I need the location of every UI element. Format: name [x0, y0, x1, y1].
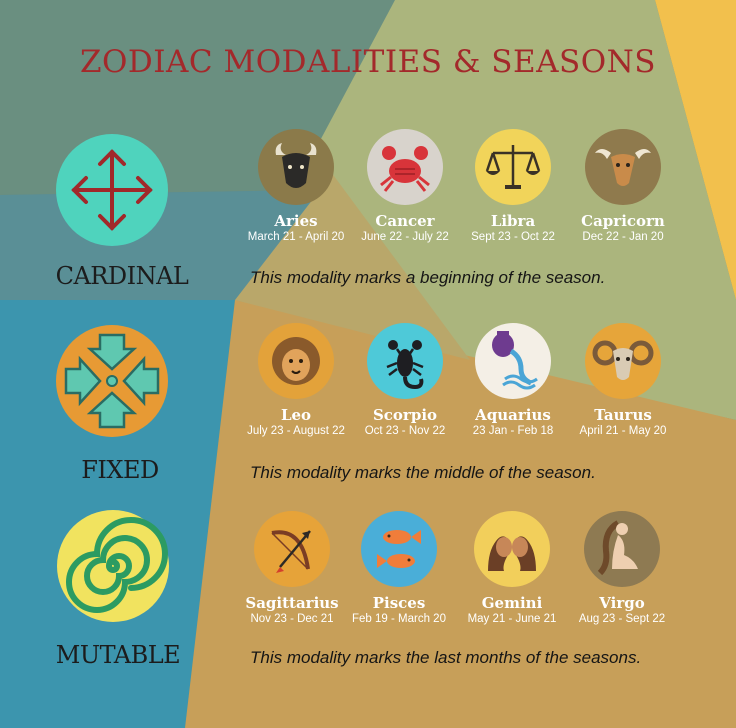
- sign-dates: July 23 - August 22: [247, 425, 345, 437]
- sign-card-aries: Aries March 21 - April 20: [236, 129, 356, 243]
- sign-name: Capricorn: [581, 212, 665, 230]
- sign-card-aquarius: Aquarius 23 Jan - Feb 18: [453, 323, 573, 437]
- sign-name: Taurus: [594, 406, 652, 424]
- sign-dates: Aug 23 - Sept 22: [578, 613, 666, 625]
- sign-card-scorpio: Scorpio Oct 23 - Nov 22: [345, 323, 465, 437]
- sign-dates: May 21 - June 21: [467, 613, 557, 625]
- sign-dates: March 21 - April 20: [247, 231, 345, 243]
- sign-dates: 23 Jan - Feb 18: [472, 425, 554, 437]
- modality-description-cardinal: This modality marks a beginning of the s…: [250, 268, 606, 287]
- modality-description-fixed: This modality marks the middle of the se…: [250, 463, 596, 482]
- sign-dates: April 21 - May 20: [579, 425, 667, 437]
- sign-card-sagittarius: Sagittarius Nov 23 - Dec 21: [232, 511, 352, 625]
- sign-dates: Feb 19 - March 20: [352, 613, 446, 625]
- sign-dates: Nov 23 - Dec 21: [250, 613, 334, 625]
- scorpion-icon: [367, 323, 443, 399]
- sign-name: Pisces: [372, 594, 426, 612]
- maiden-icon: [584, 511, 660, 587]
- lion-icon: [258, 323, 334, 399]
- twins-icon: [474, 511, 550, 587]
- sign-name: Gemini: [481, 594, 543, 612]
- sign-name: Cancer: [375, 212, 435, 230]
- sign-card-taurus: Taurus April 21 - May 20: [563, 323, 683, 437]
- sign-dates: Sept 23 - Oct 22: [471, 231, 555, 243]
- modality-label-cardinal: CARDINAL: [55, 262, 189, 290]
- sign-name: Sagittarius: [245, 594, 339, 612]
- modality-description-mutable: This modality marks the last months of t…: [250, 648, 642, 667]
- sign-dates: June 22 - July 22: [361, 231, 449, 243]
- page-title: ZODIAC MODALITIES & SEASONS: [79, 44, 657, 80]
- sign-card-capricorn: Capricorn Dec 22 - Jan 20: [563, 129, 683, 243]
- ram-bull-icon: [258, 129, 334, 205]
- sign-card-libra: Libra Sept 23 - Oct 22: [453, 129, 573, 243]
- water-jug-icon: [475, 323, 551, 399]
- ram-icon: [585, 323, 661, 399]
- sign-dates: Oct 23 - Nov 22: [364, 425, 446, 437]
- sign-card-pisces: Pisces Feb 19 - March 20: [339, 511, 459, 625]
- sign-name: Aries: [274, 212, 318, 230]
- modality-label-fixed: FIXED: [81, 456, 159, 484]
- sign-card-cancer: Cancer June 22 - July 22: [345, 129, 465, 243]
- outward-arrows-icon: [56, 134, 168, 246]
- fish-icon: [361, 511, 437, 587]
- bow-arrow-icon: [254, 511, 330, 587]
- sign-name: Aquarius: [475, 406, 551, 424]
- sign-dates: Dec 22 - Jan 20: [582, 231, 664, 243]
- sign-card-virgo: Virgo Aug 23 - Sept 22: [562, 511, 682, 625]
- sign-card-leo: Leo July 23 - August 22: [236, 323, 356, 437]
- sign-name: Leo: [280, 406, 312, 424]
- scales-icon: [475, 129, 551, 205]
- sign-name: Libra: [490, 212, 536, 230]
- spiral-icon: [57, 510, 169, 622]
- sign-name: Scorpio: [372, 406, 438, 424]
- sign-card-gemini: Gemini May 21 - June 21: [452, 511, 572, 625]
- modality-label-mutable: MUTABLE: [55, 641, 181, 669]
- goat-icon: [585, 129, 661, 205]
- crab-icon: [367, 129, 443, 205]
- sign-name: Virgo: [599, 594, 645, 612]
- inward-arrows-icon: [56, 325, 168, 437]
